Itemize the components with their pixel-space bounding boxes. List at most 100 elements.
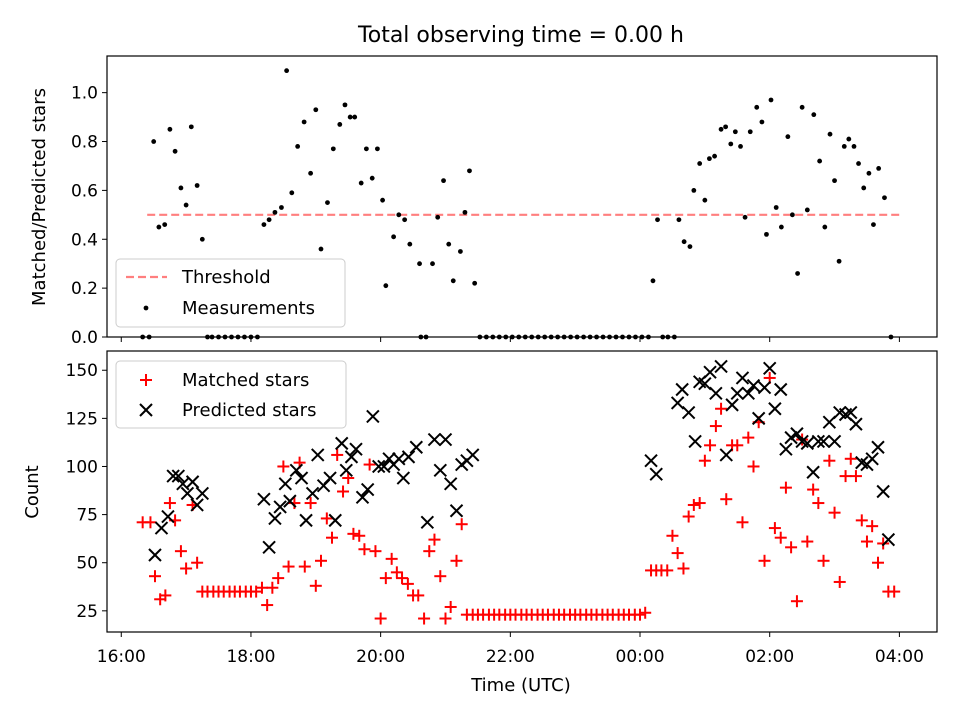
predicted-star-point [784,430,798,445]
predicted-star-point [409,440,424,454]
bottom-legend: Matched stars Predicted stars [115,360,347,429]
measurement-point [827,131,833,137]
predicted-star-point [816,434,831,449]
predicted-star-point [195,486,210,501]
matched-star-point [839,470,852,483]
top-legend: Threshold Measurements [115,258,346,328]
matched-star-point [671,547,684,560]
measurement-point [712,153,717,159]
matched-star-point [855,514,868,527]
x-tick-label: 20:00 [356,647,405,667]
y-tick-label: 25 [76,602,98,622]
matched-star-point [320,512,333,525]
measurement-point [266,217,272,223]
matched-star-point [423,545,436,558]
measurement-point [851,144,857,149]
measurement-point [687,244,693,249]
matched-star-point [715,402,728,415]
predicted-star-point [725,398,739,412]
matched-star-point [844,452,857,465]
legend-predicted-swatch [139,403,153,417]
matched-star-point [709,420,722,433]
matched-star-point [736,516,749,529]
predicted-star-point [871,440,885,454]
measurement-point [441,178,446,184]
matched-star-point [418,612,431,625]
y-tick-label: 150 [66,361,98,381]
matched-star-point [693,497,706,510]
matched-star-point [747,460,760,473]
matched-star-point [888,585,901,598]
measurement-point [871,222,876,228]
predicted-star-point [670,396,685,410]
matched-star-point [272,572,285,585]
predicted-star-point [273,500,287,514]
measurement-point [383,283,389,289]
matched-star-point [439,612,452,625]
matched-star-point [353,529,366,542]
predicted-star-point [757,380,772,395]
matched-star-point [379,572,392,585]
predicted-star-point [698,377,712,391]
predicted-star-point [294,471,309,485]
measurement-point [462,209,468,215]
measurement-point [804,207,810,213]
top-y-axis-label: Matched/Predicted stars [29,88,50,306]
matched-star-point [396,572,409,585]
predicted-star-point [289,463,304,478]
matched-star-point [159,589,172,602]
top-legend-box [115,258,346,328]
predicted-star-point [355,490,370,504]
measurement-point [325,200,330,206]
measurement-point [402,217,408,223]
measurement-point [347,114,353,120]
y-tick-label: 0.8 [71,133,98,153]
matched-star-point [428,533,441,546]
x-tick-label: 18:00 [226,647,275,667]
bottom-x-ticks: 16:00 18:00 20:00 22:00 00:00 02:00 04:00 [97,632,924,667]
measurement-point [817,158,823,164]
matched-star-point [455,518,468,531]
measurement-point [836,258,842,264]
legend-measurements-swatch [143,305,149,311]
matched-star-point [812,497,825,510]
measurement-point [764,231,769,237]
top-panel: 0.0 0.2 0.4 0.6 0.8 1.0 Matched/Predicted sta… [29,55,938,348]
predicted-star-point [703,365,717,379]
matched-star-point [450,554,463,567]
matched-star-point [742,431,755,444]
predicted-star-point [881,532,896,547]
predicted-star-point [366,409,380,424]
matched-star-point [358,543,371,556]
measurement-point [773,205,779,210]
predicted-star-point [865,452,879,466]
matched-star-point [774,531,787,544]
measurement-point [697,161,703,166]
y-tick-label: 0.0 [71,328,98,348]
measurement-point [861,185,867,191]
measurement-point [313,107,319,113]
matched-star-point [282,560,295,573]
measurement-point [742,214,748,220]
predicted-star-point [741,386,756,401]
predicted-star-point [185,475,200,489]
x-axis-label: Time (UTC) [470,675,571,696]
measurement-point [732,129,738,135]
measurement-point [681,239,687,245]
measurement-point [778,224,784,230]
predicted-star-point [644,453,658,468]
measurement-point [738,144,743,149]
legend-predicted-label: Predicted stars [182,400,316,421]
y-tick-label: 0.2 [71,279,98,299]
measurement-point [358,180,364,186]
bottom-y-ticks: 25 50 75 100 125 150 [66,361,107,622]
predicted-star-point [161,509,175,524]
measurement-point [799,104,805,110]
predicted-star-point [339,463,353,478]
measurement-point [380,197,385,203]
matched-star-point [666,529,679,542]
matched-star-point [266,581,279,594]
predicted-star-point [433,463,448,478]
measurement-point [832,178,837,184]
